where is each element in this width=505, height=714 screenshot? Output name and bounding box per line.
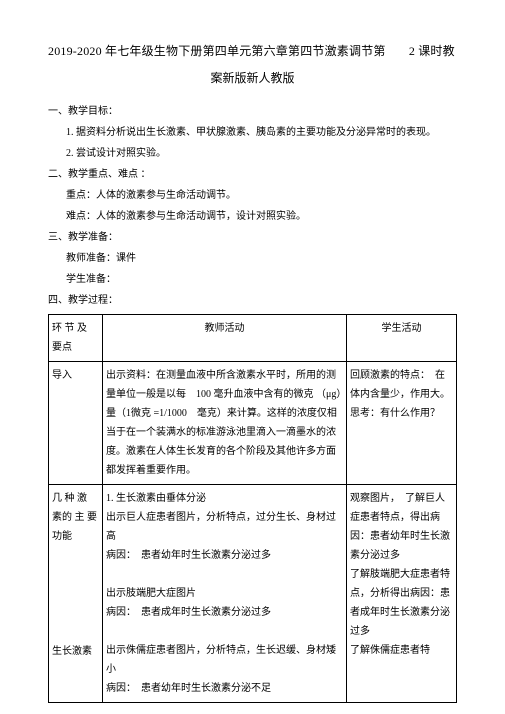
header-col1: 环 节 及 要点 xyxy=(49,314,103,361)
title-line2: 案新版新人教版 xyxy=(48,67,457,90)
section-4-head: 四、教学过程： xyxy=(48,291,457,310)
section-1-item-2: 2. 尝试设计对照实验。 xyxy=(48,144,457,163)
title-line1-right: 2 课时教 xyxy=(409,40,455,63)
section-3-item-2: 学生准备： xyxy=(48,270,457,289)
table-row: 导入 出示资料：在测量血液中所含激素水平时，所用的测量单位一般是以每 100 毫… xyxy=(49,361,457,484)
row2-col1b: 生长激素 xyxy=(49,638,103,702)
header-col2: 教师活动 xyxy=(103,314,347,361)
row1-col1: 导入 xyxy=(49,361,103,484)
row2-col1a: 几 种 激 素的 主 要 功能 xyxy=(49,484,103,638)
section-2-item-2: 难点：人体的激素参与生命活动调节，设计对照实验。 xyxy=(48,207,457,226)
row1-col3: 回顾激素的特点： 在体内含量少，作用大。思考：有什么作用？ xyxy=(347,361,457,484)
row2-col2: 1. 生长激素由垂体分泌出示巨人症患者图片，分析特点，过分生长、身材过高病因： … xyxy=(103,484,347,702)
title-line1-left: 2019-2020 年七年级生物下册第四单元第六章第四节激素调节第 xyxy=(48,44,386,58)
row2-col3: 观察图片， 了解巨人症患者特点，得出病因：患者幼年时生长激素分泌过多了解肢端肥大… xyxy=(347,484,457,702)
section-1-item-1: 1. 据资料分析说出生长激素、甲状腺激素、胰岛素的主要功能及分泌异常时的表现。 xyxy=(48,123,457,142)
lesson-table: 环 节 及 要点 教师活动 学生活动 导入 出示资料：在测量血液中所含激素水平时… xyxy=(48,314,457,703)
section-3-item-1: 教师准备：课件 xyxy=(48,249,457,268)
table-header-row: 环 节 及 要点 教师活动 学生活动 xyxy=(49,314,457,361)
section-2-head: 二、教学重点、难点 ： xyxy=(48,165,457,184)
section-1-head: 一、教学目标： xyxy=(48,102,457,121)
section-3-head: 三、教学准备： xyxy=(48,228,457,247)
header-col3: 学生活动 xyxy=(347,314,457,361)
table-row: 几 种 激 素的 主 要 功能 1. 生长激素由垂体分泌出示巨人症患者图片，分析… xyxy=(49,484,457,638)
row1-col2: 出示资料：在测量血液中所含激素水平时，所用的测量单位一般是以每 100 毫升血液… xyxy=(103,361,347,484)
section-2-item-1: 重点：人体的激素参与生命活动调节。 xyxy=(48,186,457,205)
title-line1: 2019-2020 年七年级生物下册第四单元第六章第四节激素调节第 2 课时教 xyxy=(48,40,457,63)
